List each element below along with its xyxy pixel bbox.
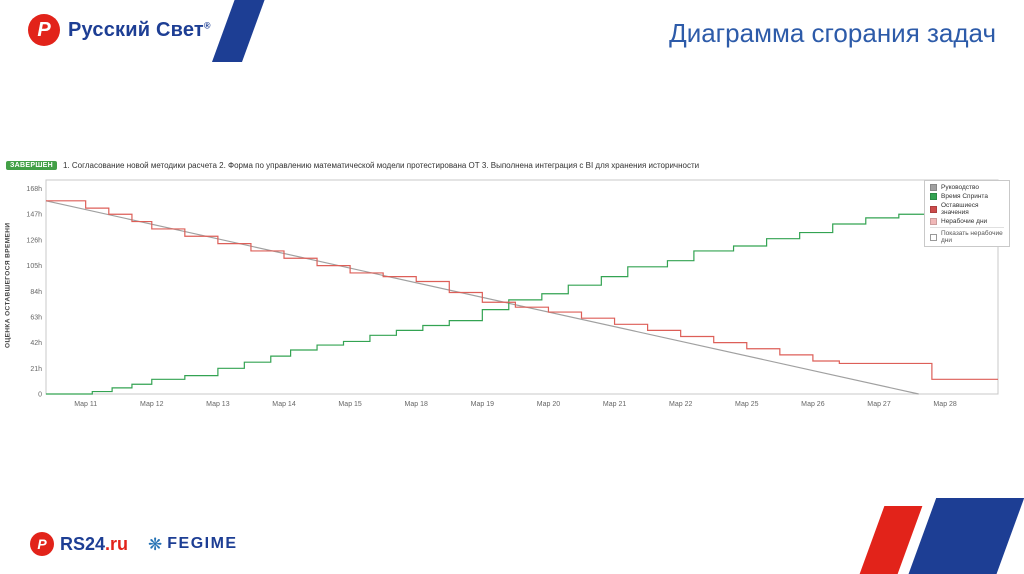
nonworking-days-swatch-icon — [930, 218, 937, 225]
svg-text:Мар 22: Мар 22 — [669, 401, 693, 408]
show-nonworking-days-checkbox[interactable]: Показать нерабочие дни — [930, 227, 1004, 244]
legend-label: Руководство — [941, 184, 979, 191]
slide-title: Диаграмма сгорания задач — [669, 18, 996, 48]
rs24-domain: .ru — [105, 533, 129, 554]
svg-text:Мар 21: Мар 21 — [603, 401, 627, 408]
registered-mark: ® — [203, 19, 211, 30]
rs24-logo-icon: Р — [30, 532, 54, 556]
chart-body: ОЦЕНКА ОСТАВШЕГОСЯ ВРЕМЕНИ 168h 147h 126h 1… — [4, 174, 1020, 419]
gear-flower-icon: ❋ — [148, 534, 163, 554]
legend-item-remaining: Оставшиеся значения — [930, 202, 1004, 216]
russkiy-svet-logo-icon: Р — [28, 14, 60, 46]
svg-text:Мар 14: Мар 14 — [272, 401, 296, 408]
svg-text:Мар 18: Мар 18 — [405, 401, 429, 408]
svg-text:Мар 25: Мар 25 — [735, 401, 759, 408]
svg-text:Мар 20: Мар 20 — [537, 401, 561, 408]
russkiy-svet-logo: Р Русский Свет® — [28, 14, 211, 46]
sprint-tasks-text: 1. Согласование новой методики расчета 2… — [63, 160, 700, 170]
svg-text:Мар 27: Мар 27 — [867, 401, 891, 408]
svg-text:Мар 26: Мар 26 — [801, 401, 825, 408]
rs24-logo: Р RS24.ru — [30, 532, 128, 556]
fegime-logo-text: FEGIME — [167, 535, 238, 552]
svg-text:Мар 12: Мар 12 — [140, 401, 164, 408]
legend-label: Время Спринта — [941, 193, 988, 200]
legend-label: Оставшиеся значения — [941, 202, 979, 216]
legend-item-sprint-time: Время Спринта — [930, 193, 1004, 200]
svg-text:63h: 63h — [30, 314, 42, 321]
legend-label: Нерабочие дни — [941, 218, 988, 225]
burndown-chart-card: ЗАВЕРШЕН 1. Согласование новой методики … — [4, 158, 1020, 419]
svg-text:84h: 84h — [30, 289, 42, 296]
rs24-logo-text: RS24.ru — [60, 534, 128, 555]
burndown-chart: 168h 147h 126h 105h 84h 63h 42h 21h 0 Мар 11 Мар 1… — [26, 179, 999, 408]
svg-text:147h: 147h — [26, 212, 42, 219]
svg-text:42h: 42h — [30, 340, 42, 347]
svg-text:Мар 11: Мар 11 — [74, 401, 97, 408]
rs24-name: RS24 — [60, 533, 106, 554]
svg-text:Мар 15: Мар 15 — [338, 401, 362, 408]
legend-item-nonworking-days: Нерабочие дни — [930, 218, 1004, 225]
svg-text:0: 0 — [38, 392, 42, 399]
svg-text:105h: 105h — [26, 263, 42, 270]
svg-text:Мар 28: Мар 28 — [933, 401, 957, 408]
guideline-swatch-icon — [930, 184, 937, 191]
chart-header-row: ЗАВЕРШЕН 1. Согласование новой методики … — [4, 158, 1020, 172]
svg-text:168h: 168h — [26, 186, 42, 193]
svg-text:21h: 21h — [30, 366, 42, 373]
remaining-swatch-icon — [930, 205, 937, 213]
checkbox-icon[interactable] — [930, 233, 937, 241]
fegime-logo: ❋ FEGIME — [148, 535, 238, 553]
svg-text:Мар 13: Мар 13 — [206, 401, 230, 408]
checkbox-label: Показать нерабочие дни — [941, 230, 1003, 244]
brand-name: Русский Свет — [68, 18, 204, 41]
status-badge: ЗАВЕРШЕН — [6, 160, 57, 170]
svg-text:126h: 126h — [26, 237, 42, 244]
legend-item-guideline: Руководство — [930, 184, 1004, 191]
svg-text:Мар 19: Мар 19 — [471, 401, 495, 408]
russkiy-svet-logo-text: Русский Свет® — [68, 19, 211, 42]
chart-legend: Руководство Время Спринта Оставшиеся зна… — [924, 180, 1010, 247]
y-axis-label: ОЦЕНКА ОСТАВШЕГОСЯ ВРЕМЕНИ — [4, 222, 12, 348]
top-blue-stripe-decoration — [211, 0, 267, 62]
sprint-time-swatch-icon — [930, 193, 937, 200]
